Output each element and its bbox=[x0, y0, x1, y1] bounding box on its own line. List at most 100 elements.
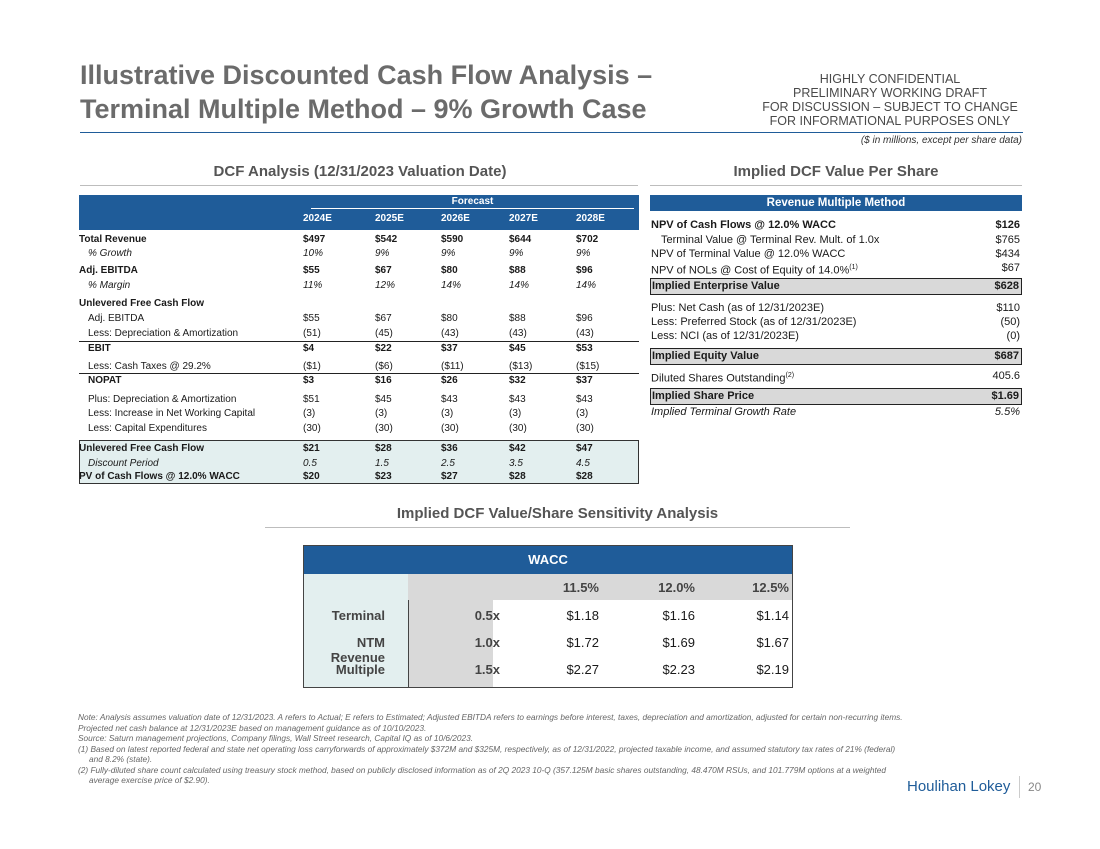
implied-label-text: Less: NCI (as of 12/31/2023E) bbox=[651, 330, 799, 342]
cell-value: 11% bbox=[303, 280, 323, 291]
implied-row: Diluted Shares Outstanding(2) 405.6 bbox=[650, 369, 1022, 386]
sensitivity-row-label: Multiple bbox=[335, 662, 385, 677]
conf-line: FOR INFORMATIONAL PURPOSES ONLY bbox=[769, 114, 1011, 128]
cell-value: (51) bbox=[303, 328, 321, 339]
cell-value: $20 bbox=[303, 471, 320, 482]
sensitivity-cell: $1.69 bbox=[662, 635, 695, 650]
cell-value: (30) bbox=[509, 423, 527, 434]
cell-value: (3) bbox=[441, 408, 454, 419]
cell-value: $26 bbox=[441, 375, 458, 386]
cell-value: (30) bbox=[303, 423, 321, 434]
year-header: 2026E bbox=[441, 213, 470, 224]
cell-value: $88 bbox=[509, 265, 526, 276]
dcf-row: NOPAT $3 $16 $26 $32 $37 bbox=[79, 373, 639, 388]
implied-value: $628 bbox=[994, 280, 1019, 292]
cell-value: (43) bbox=[576, 328, 594, 339]
dcf-row: Total Revenue $497 $542 $590 $644 $702 bbox=[79, 232, 639, 247]
cell-value: 1.5 bbox=[375, 458, 389, 469]
year-header: 2025E bbox=[375, 213, 404, 224]
implied-value: $765 bbox=[995, 234, 1020, 246]
title-line-1: Illustrative Discounted Cash Flow Analys… bbox=[80, 60, 653, 90]
row-label: Discount Period bbox=[88, 458, 159, 469]
row-label: Unlevered Free Cash Flow bbox=[79, 443, 205, 454]
title-line-2: Terminal Multiple Method – 9% Growth Cas… bbox=[80, 94, 647, 124]
dcf-row: Plus: Depreciation & Amortization $51 $45 $… bbox=[79, 392, 639, 407]
implied-row: NPV of Terminal Value @ 12.0% WACC $434 bbox=[650, 247, 1022, 261]
sensitivity-cell: $1.14 bbox=[756, 608, 789, 623]
row-label: Plus: Depreciation & Amortization bbox=[88, 394, 237, 405]
row-label: NOPAT bbox=[88, 375, 122, 386]
row-label: Adj. EBITDA bbox=[88, 313, 145, 324]
cell-value: $80 bbox=[441, 265, 458, 276]
dcf-row: % Growth 10% 9% 9% 9% 9% bbox=[79, 246, 639, 261]
footnote-1: (1) Based on latest reported federal and… bbox=[78, 743, 896, 765]
implied-label: NPV of Cash Flows @ 12.0% WACC bbox=[651, 218, 836, 232]
dcf-header: Forecast 2024E 2025E 2026E 2027E 2028E bbox=[79, 195, 639, 230]
row-label: Less: Cash Taxes @ 29.2% bbox=[88, 361, 211, 372]
implied-label-text: NPV of Terminal Value @ 12.0% WACC bbox=[651, 248, 846, 260]
footnote-ref: (2) bbox=[785, 372, 795, 379]
sensitivity-row-label: NTM Revenue bbox=[330, 635, 385, 665]
cell-value: $28 bbox=[375, 443, 392, 454]
implied-row: Less: NCI (as of 12/31/2023E) (0) bbox=[650, 329, 1022, 343]
cell-value: (3) bbox=[509, 408, 522, 419]
sensitivity-cell: $1.67 bbox=[756, 635, 789, 650]
cell-value: $45 bbox=[375, 394, 392, 405]
implied-value: (50) bbox=[1000, 316, 1020, 328]
dcf-row: Adj. EBITDA $55 $67 $80 $88 $96 bbox=[79, 311, 639, 326]
row-label: % Growth bbox=[88, 248, 132, 259]
implied-label: Diluted Shares Outstanding(2) bbox=[651, 369, 794, 386]
dcf-row: % Margin 11% 12% 14% 14% 14% bbox=[79, 278, 639, 293]
implied-label-text: Less: Preferred Stock (as of 12/31/2023E… bbox=[651, 316, 857, 328]
dcf-section-title: DCF Analysis (12/31/2023 Valuation Date) bbox=[213, 163, 507, 180]
confidentiality-notice: HIGHLY CONFIDENTIAL PRELIMINARY WORKING … bbox=[755, 72, 1025, 128]
cell-value: $21 bbox=[303, 443, 320, 454]
dcf-row: Less: Cash Taxes @ 29.2% ($1) ($6) ($11) ($1… bbox=[79, 359, 639, 374]
cell-value: (30) bbox=[375, 423, 393, 434]
cell-value: $53 bbox=[576, 343, 593, 354]
footer-divider bbox=[1019, 776, 1020, 798]
implied-row: NPV of Cash Flows @ 12.0% WACC $126 bbox=[650, 218, 1022, 232]
cell-value: 10% bbox=[303, 248, 324, 259]
row-label: Total Revenue bbox=[79, 234, 147, 245]
year-header: 2027E bbox=[509, 213, 538, 224]
cell-value: (3) bbox=[303, 408, 316, 419]
page-title: Illustrative Discounted Cash Flow Analys… bbox=[80, 58, 750, 126]
cell-value: 3.5 bbox=[509, 458, 523, 469]
cell-value: $4 bbox=[303, 343, 315, 354]
implied-total-row: Implied Share Price $1.69 bbox=[650, 388, 1022, 405]
page-number: 20 bbox=[1028, 780, 1042, 794]
implied-label: Less: Preferred Stock (as of 12/31/2023E… bbox=[651, 315, 856, 329]
cell-value: 9% bbox=[576, 248, 591, 259]
sensitivity-table: WACC 11.5% 12.0% 12.5% Terminal 0.5x $1.18 $1.… bbox=[303, 545, 793, 688]
cell-value: (43) bbox=[441, 328, 459, 339]
implied-row: Terminal Value @ Terminal Rev. Mult. of … bbox=[650, 233, 1022, 247]
cell-value: $542 bbox=[375, 234, 398, 245]
row-label: EBIT bbox=[88, 343, 111, 354]
implied-total-row: Implied Enterprise Value $628 bbox=[650, 278, 1022, 295]
dcf-row: EBIT $4 $22 $37 $45 $53 bbox=[79, 341, 639, 356]
cell-value: (45) bbox=[375, 328, 393, 339]
cell-value: ($11) bbox=[441, 361, 464, 372]
conf-line: FOR DISCUSSION – SUBJECT TO CHANGE bbox=[762, 100, 1018, 114]
row-label: PV of Cash Flows @ 12.0% WACC bbox=[79, 471, 240, 482]
implied-label-text: NPV of NOLs @ Cost of Equity of 14.0% bbox=[651, 264, 850, 277]
forecast-label: Forecast bbox=[311, 196, 634, 209]
subtotal-rule bbox=[79, 341, 639, 342]
implied-label: NPV of Terminal Value @ 12.0% WACC bbox=[651, 247, 845, 261]
cell-value: $55 bbox=[303, 265, 320, 276]
cell-value: $67 bbox=[375, 313, 392, 324]
cell-value: $23 bbox=[375, 471, 392, 482]
cell-value: $55 bbox=[303, 313, 320, 324]
conf-line: PRELIMINARY WORKING DRAFT bbox=[792, 86, 987, 100]
conf-line: HIGHLY CONFIDENTIAL bbox=[819, 72, 961, 86]
cell-value: $80 bbox=[441, 313, 458, 324]
cell-value: $497 bbox=[303, 234, 326, 245]
cell-value: 9% bbox=[509, 248, 524, 259]
sensitivity-cell: $1.18 bbox=[566, 608, 599, 623]
cell-value: 14% bbox=[576, 280, 597, 291]
cell-value: (43) bbox=[509, 328, 527, 339]
cell-value: $88 bbox=[509, 313, 526, 324]
implied-label: Implied Equity Value bbox=[652, 349, 759, 364]
cell-value: $51 bbox=[303, 394, 320, 405]
